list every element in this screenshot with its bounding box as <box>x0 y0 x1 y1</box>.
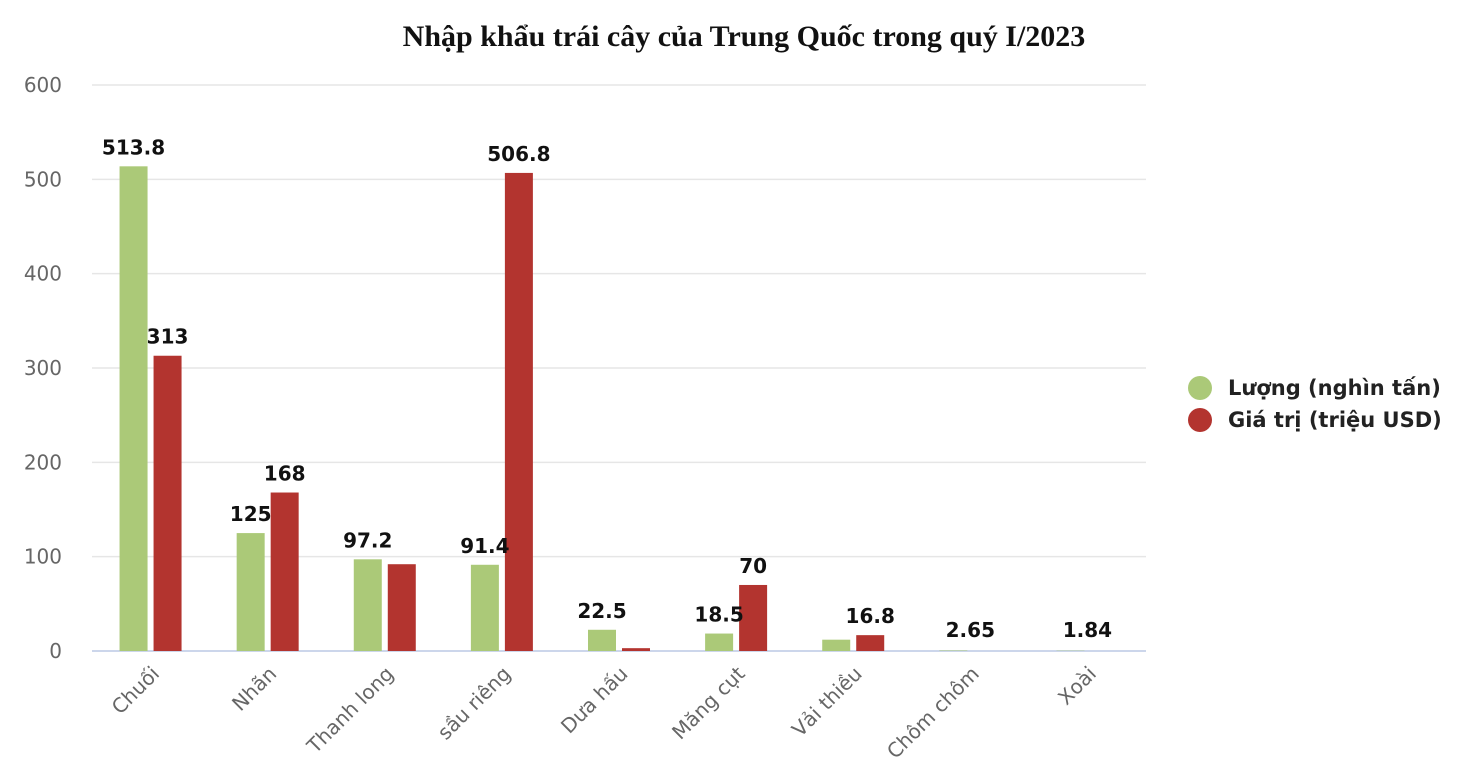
x-tick-label: Măng cụt <box>667 661 750 744</box>
bar-gia-tri <box>270 492 299 651</box>
y-tick-label: 200 <box>24 450 62 474</box>
bar-gia-tri <box>153 355 182 651</box>
data-label: 168 <box>264 462 306 486</box>
data-label: 313 <box>147 325 189 349</box>
bar-luong <box>705 633 734 651</box>
bar-gia-tri <box>504 172 533 651</box>
x-tick-label: sầu riêng <box>433 662 516 745</box>
y-tick-label: 100 <box>24 545 62 569</box>
bar-luong <box>119 166 148 651</box>
legend-label: Lượng (nghìn tấn) <box>1228 376 1441 400</box>
legend-swatch-red <box>1188 408 1212 432</box>
data-label: 16.8 <box>846 604 895 628</box>
legend-item-gia-tri[interactable]: Giá trị (triệu USD) <box>1188 404 1442 436</box>
bar-luong <box>588 629 616 651</box>
legend-item-luong[interactable]: Lượng (nghìn tấn) <box>1188 372 1442 404</box>
legend-label: Giá trị (triệu USD) <box>1228 408 1442 432</box>
x-tick-label: Nhãn <box>227 662 281 716</box>
x-tick-label: Xoài <box>1053 662 1101 710</box>
y-tick-label: 600 <box>24 73 62 97</box>
bar-gia-tri <box>622 648 650 651</box>
bar-luong <box>353 559 382 651</box>
data-label: 1.84 <box>1063 618 1112 642</box>
x-tick-label: Chôm chôm <box>882 662 984 764</box>
data-label: 513.8 <box>102 135 165 159</box>
bar-gia-tri <box>856 635 885 651</box>
data-label: 125 <box>230 502 272 526</box>
bar-gia-tri <box>387 564 416 651</box>
data-label: 22.5 <box>577 599 626 623</box>
bar-luong <box>822 639 851 651</box>
legend-swatch-green <box>1188 376 1212 400</box>
data-label: 506.8 <box>487 142 550 166</box>
x-tick-label: Vải thiều <box>787 662 867 742</box>
data-label: 2.65 <box>946 618 995 642</box>
x-tick-label: Dưa hấu <box>556 662 633 739</box>
y-tick-label: 300 <box>24 356 62 380</box>
chart-title: Nhập khẩu trái cây của Trung Quốc trong … <box>402 20 1086 53</box>
x-tick-label: Thanh long <box>301 662 398 759</box>
bar-luong <box>236 533 265 651</box>
y-tick-label: 500 <box>24 167 62 191</box>
data-label: 70 <box>739 554 767 578</box>
bar-luong <box>470 564 499 651</box>
bar-gia-tri <box>739 584 768 651</box>
data-label: 18.5 <box>694 603 743 627</box>
x-tick-label: Chuối <box>107 662 164 719</box>
data-label: 97.2 <box>343 528 392 552</box>
y-tick-label: 0 <box>49 639 62 663</box>
y-tick-label: 400 <box>24 262 62 286</box>
data-label: 91.4 <box>460 534 509 558</box>
legend: Lượng (nghìn tấn) Giá trị (triệu USD) <box>1188 372 1442 436</box>
